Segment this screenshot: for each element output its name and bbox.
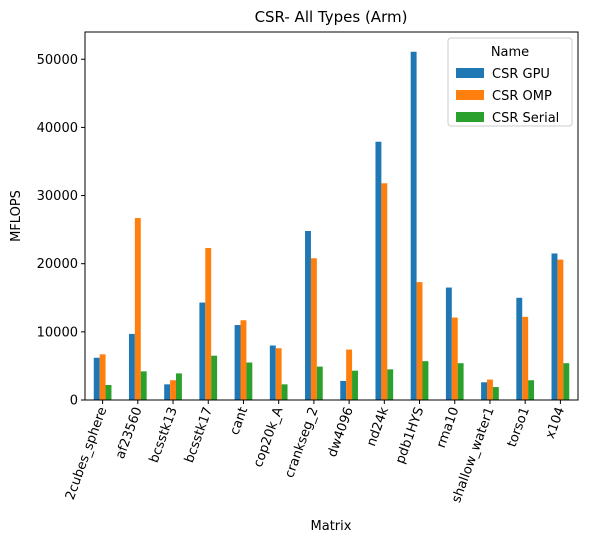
x-tick-label: af23560 bbox=[113, 405, 146, 461]
bar-csr-serial-rma10 bbox=[457, 363, 464, 400]
x-tick-label: torso1 bbox=[505, 405, 533, 449]
bar-csr-omp-cant bbox=[240, 320, 247, 400]
x-tick-label: rma10 bbox=[434, 405, 463, 450]
bar-csr-serial-nd24k bbox=[387, 369, 394, 400]
bar-csr-omp-cop20k-a bbox=[275, 348, 282, 400]
bar-csr-gpu-dw4096 bbox=[340, 380, 347, 400]
bar-csr-omp-2cubes-sphere bbox=[99, 354, 106, 400]
bar-csr-gpu-shallow-water1 bbox=[481, 382, 488, 400]
bar-csr-gpu-x104 bbox=[551, 253, 558, 400]
x-axis: 2cubes_sphere af23560 bcsstk13 bcsstk17 cant… bbox=[63, 400, 568, 505]
bar-csr-gpu-rma10 bbox=[445, 287, 452, 400]
bar-csr-serial-bcsstk13 bbox=[175, 373, 182, 400]
bar-csr-gpu-cant bbox=[234, 325, 241, 400]
bar-csr-omp-rma10 bbox=[451, 317, 458, 400]
x-tick-label: crankseg_2 bbox=[282, 405, 321, 480]
bar-csr-omp-bcsstk13 bbox=[170, 380, 176, 400]
legend: Name CSR GPU CSR OMP CSR Serial bbox=[447, 37, 573, 127]
bar-csr-serial-bcsstk17 bbox=[211, 355, 218, 400]
bar-csr-omp-shallow-water1 bbox=[487, 379, 493, 400]
x-tick-label: x104 bbox=[543, 405, 568, 441]
bar-csr-omp-x104 bbox=[557, 259, 564, 400]
y-tick-label: 30000 bbox=[37, 189, 78, 204]
y-tick-label: 0 bbox=[70, 394, 78, 409]
bar-csr-gpu-cop20k-a bbox=[269, 345, 276, 400]
x-tick-label: 2cubes_sphere bbox=[63, 405, 110, 502]
bar-csr-omp-nd24k bbox=[381, 183, 388, 400]
chart-title: CSR- All Types (Arm) bbox=[255, 8, 408, 26]
bar-csr-gpu-torso1 bbox=[516, 297, 523, 400]
bar-csr-gpu-bcsstk13 bbox=[164, 384, 171, 400]
legend-swatch-csr-omp bbox=[456, 90, 484, 100]
legend-label-csr-gpu: CSR GPU bbox=[492, 67, 550, 82]
x-tick-label: nd24k bbox=[364, 405, 392, 449]
bar-csr-omp-pdb1hys bbox=[416, 282, 423, 400]
x-tick-label: dw4096 bbox=[325, 405, 357, 459]
legend-label-csr-serial: CSR Serial bbox=[492, 111, 559, 126]
bar-csr-omp-bcsstk17 bbox=[205, 248, 212, 400]
bar-csr-serial-cant bbox=[246, 362, 253, 400]
y-tick-label: 40000 bbox=[37, 121, 78, 136]
bar-csr-serial-x104 bbox=[563, 363, 570, 400]
x-tick-label: bcsstk13 bbox=[147, 405, 181, 465]
bar-csr-omp-crankseg-2 bbox=[310, 258, 317, 400]
bar-csr-serial-2cubes-sphere bbox=[105, 385, 112, 400]
bar-csr-gpu-nd24k bbox=[375, 141, 382, 400]
y-axis: 0 10000 20000 30000 40000 50000 bbox=[37, 53, 85, 409]
x-tick-label: cant bbox=[227, 405, 251, 437]
bar-csr-gpu-crankseg-2 bbox=[305, 230, 311, 400]
x-tick-label: bcsstk17 bbox=[182, 405, 216, 465]
y-axis-title: MFLOPS bbox=[9, 190, 24, 242]
bar-csr-omp-torso1 bbox=[522, 316, 529, 400]
bar-csr-omp-af23560 bbox=[134, 218, 141, 400]
bar-csr-gpu-pdb1hys bbox=[410, 51, 417, 400]
plot-frame bbox=[84, 31, 579, 401]
bars-group bbox=[93, 51, 570, 400]
bar-csr-serial-crankseg-2 bbox=[316, 366, 323, 400]
bar-csr-serial-cop20k-a bbox=[281, 384, 288, 400]
bar-csr-serial-shallow-water1 bbox=[492, 387, 499, 400]
legend-swatch-csr-gpu bbox=[456, 68, 484, 78]
y-tick-label: 50000 bbox=[37, 53, 78, 68]
x-tick-label: pdb1HYS bbox=[393, 405, 427, 466]
bar-csr-serial-dw4096 bbox=[352, 370, 358, 400]
legend-swatch-csr-serial bbox=[456, 112, 484, 122]
bar-csr-serial-af23560 bbox=[140, 371, 147, 400]
legend-label-csr-omp: CSR OMP bbox=[492, 89, 552, 104]
legend-box bbox=[447, 37, 573, 127]
bar-csr-gpu-bcsstk17 bbox=[199, 302, 206, 400]
x-axis-title: Matrix bbox=[311, 519, 352, 534]
x-tick-label: cop20k_A bbox=[251, 405, 287, 469]
y-tick-label: 10000 bbox=[37, 325, 78, 340]
bar-csr-omp-dw4096 bbox=[346, 349, 353, 400]
legend-title: Name bbox=[491, 45, 529, 60]
bar-csr-gpu-af23560 bbox=[128, 333, 135, 400]
bar-csr-serial-pdb1hys bbox=[422, 361, 429, 400]
bar-csr-gpu-2cubes-sphere bbox=[93, 357, 100, 400]
bar-csr-serial-torso1 bbox=[528, 380, 535, 400]
y-tick-label: 20000 bbox=[37, 257, 78, 272]
